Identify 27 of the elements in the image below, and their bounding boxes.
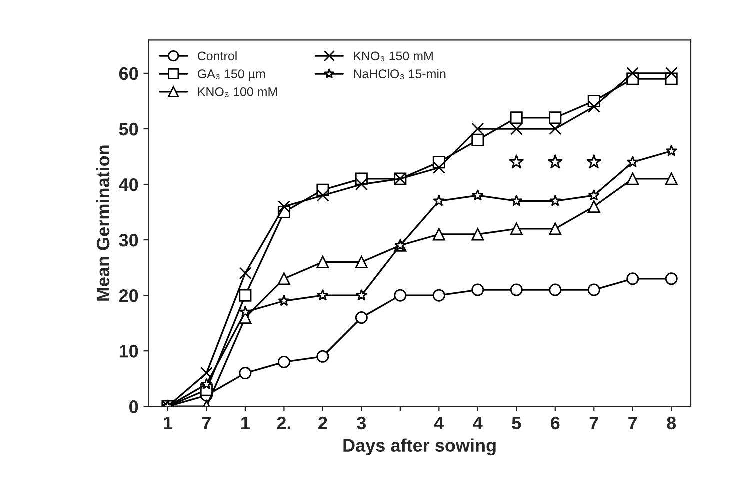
x-tick-label: 8 <box>667 416 676 430</box>
legend-label: GA₃ 150 µm <box>198 70 266 81</box>
x-tick-label: 7 <box>202 417 211 430</box>
x-tick-label: 6 <box>551 416 560 430</box>
x-tick-label: 4 <box>473 417 483 430</box>
x-tick-label: 7 <box>590 417 598 430</box>
legend-label: KNO₃ 150 mM <box>354 52 433 62</box>
y-tick-label: 20 <box>119 290 138 302</box>
x-tick-label: 4 <box>434 417 444 430</box>
x-tick-label: 3 <box>357 416 366 430</box>
x-tick-label: 2. <box>277 416 290 430</box>
x-tick-label: 7 <box>628 417 638 430</box>
x-tick-label: 1 <box>242 417 250 430</box>
legend-label: KNO₃ 100 mM <box>198 88 278 98</box>
y-tick-label: 0 <box>130 400 138 414</box>
y-tick-label: 30 <box>119 234 138 247</box>
y-tick-label: 10 <box>120 345 138 358</box>
y-tick-label: 50 <box>119 122 138 136</box>
x-axis-title: Days after sowing <box>344 438 496 456</box>
x-tick-label: 5 <box>512 417 522 430</box>
legend-label: Control <box>198 51 237 61</box>
x-tick-label: 1 <box>164 417 172 430</box>
y-tick-label: 40 <box>119 178 138 192</box>
x-tick-label: 2 <box>318 416 328 430</box>
y-axis-title: Mean Germination <box>96 146 110 301</box>
y-tick-label: 60 <box>119 67 138 80</box>
legend-label: NaHClO₃ 15-min <box>354 69 446 80</box>
